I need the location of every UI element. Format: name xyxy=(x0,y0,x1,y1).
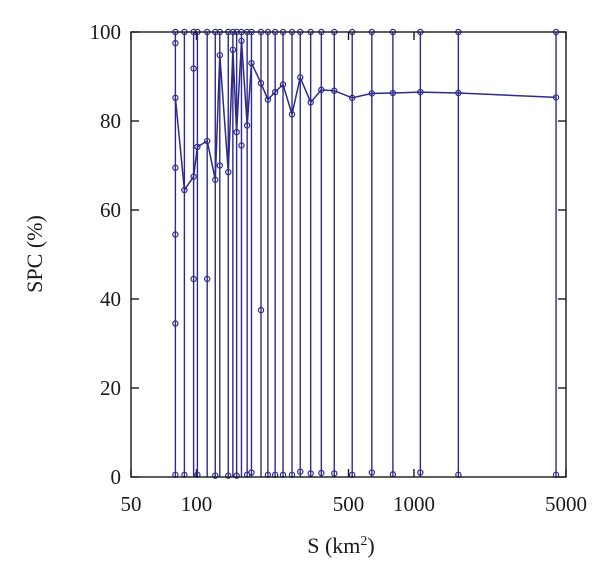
data-point xyxy=(212,472,219,479)
x-tick-label: 1000 xyxy=(393,492,435,516)
data-point xyxy=(212,176,219,183)
data-point xyxy=(349,94,356,102)
data-point xyxy=(190,173,197,180)
y-tick-label: 40 xyxy=(100,287,121,311)
data-point xyxy=(417,469,424,476)
tick-labels: 0 20 40 60 80 100 50 100 500 1000 5000 xyxy=(90,20,588,516)
x-tick-label: 100 xyxy=(181,492,213,516)
x-axis-title-sup: 2 xyxy=(360,534,367,549)
data-point xyxy=(172,164,179,171)
spc-series-line xyxy=(174,40,557,193)
data-point xyxy=(190,65,197,72)
data-point xyxy=(225,168,232,176)
data-point xyxy=(203,137,211,145)
axis-ticks xyxy=(130,31,567,478)
data-point xyxy=(368,90,376,97)
data-point xyxy=(172,94,179,102)
data-point xyxy=(203,275,211,283)
y-tick-label: 20 xyxy=(100,376,121,400)
data-point xyxy=(233,128,240,136)
data-point xyxy=(172,39,179,47)
x-axis-title-main: S (km xyxy=(307,533,360,558)
plot-frame xyxy=(130,31,567,478)
data-point xyxy=(331,87,338,94)
chart-marks xyxy=(172,28,560,479)
x-axis-title: S (km2) xyxy=(307,533,375,558)
data-point xyxy=(331,470,338,477)
x-tick-label: 50 xyxy=(121,492,142,516)
data-point xyxy=(257,79,265,87)
y-tick-label: 80 xyxy=(100,109,121,133)
data-point xyxy=(248,59,255,67)
x-tick-label: 5000 xyxy=(545,492,587,516)
data-point xyxy=(552,94,560,101)
data-point xyxy=(238,142,245,149)
data-point xyxy=(318,86,325,94)
data-point xyxy=(216,51,223,59)
data-point xyxy=(297,74,304,81)
x-axis-title-close: ) xyxy=(367,533,374,558)
data-point xyxy=(297,468,304,475)
data-point xyxy=(216,162,223,169)
data-point xyxy=(264,96,272,103)
y-tick-label: 100 xyxy=(90,20,122,44)
data-point xyxy=(307,470,314,477)
data-point xyxy=(307,99,314,106)
data-point xyxy=(389,89,397,97)
data-point xyxy=(248,469,255,476)
data-point xyxy=(257,306,265,314)
data-point xyxy=(181,186,188,194)
data-point xyxy=(279,81,287,88)
data-point xyxy=(172,320,179,327)
y-tick-label: 0 xyxy=(111,465,122,489)
data-point xyxy=(368,469,376,476)
data-point xyxy=(172,231,179,238)
data-point xyxy=(190,275,197,283)
x-tick-label: 500 xyxy=(333,492,365,516)
data-point xyxy=(243,122,251,129)
y-axis-title: SPC (%) xyxy=(22,215,47,293)
data-point xyxy=(288,111,296,118)
data-point xyxy=(238,37,245,45)
data-point xyxy=(455,89,462,97)
data-point xyxy=(233,472,240,479)
y-tick-label: 60 xyxy=(100,198,121,222)
data-point xyxy=(229,46,237,54)
data-point xyxy=(271,88,279,96)
data-point xyxy=(417,88,424,96)
data-point xyxy=(194,143,201,151)
data-point xyxy=(318,469,325,477)
data-point xyxy=(225,472,232,479)
